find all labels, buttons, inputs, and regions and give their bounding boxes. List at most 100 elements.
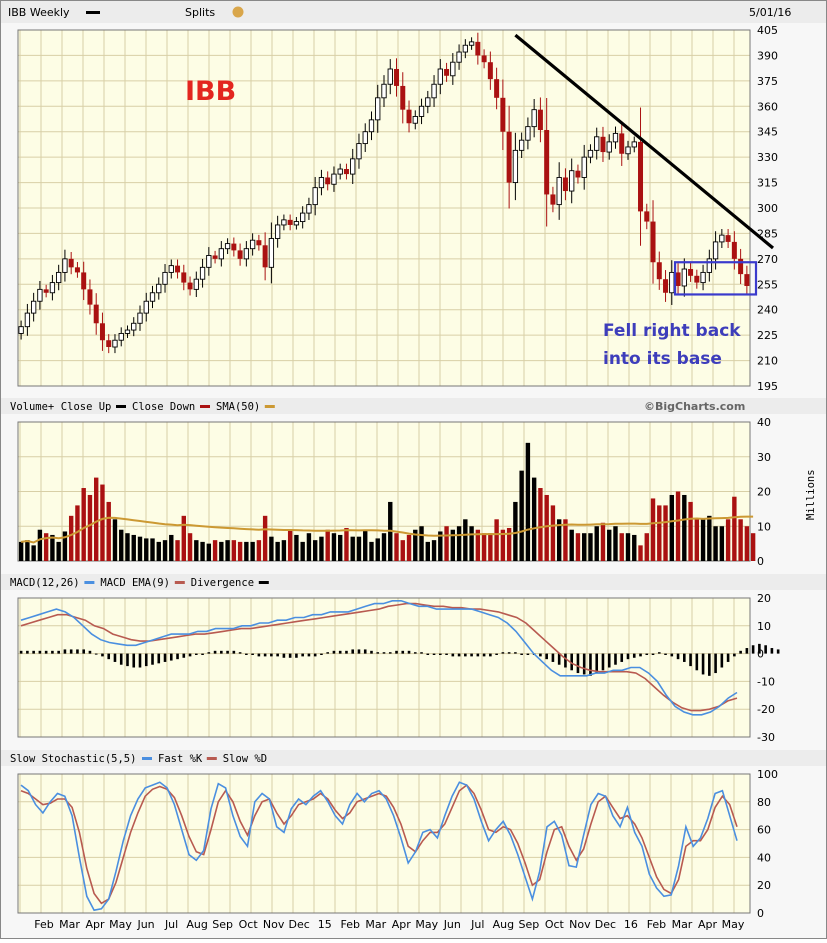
x-tick-label: Jun (443, 918, 461, 931)
volume-bar (481, 533, 487, 561)
note-line-1: Fell right back (603, 321, 741, 341)
header-splits: Splits (185, 6, 215, 19)
candle-body-up (462, 44, 468, 53)
macd-hist-bar (182, 653, 186, 658)
volume-legend-bar (1, 398, 826, 414)
volume-bar (657, 505, 662, 561)
macd-y-tick-label: 10 (757, 620, 771, 633)
stoch-y-tick-label: 80 (757, 796, 771, 809)
candle-body-up (556, 177, 562, 206)
macd-hist-bar (426, 653, 430, 655)
candle-body-up (137, 312, 143, 324)
macd-hist-bar (407, 650, 411, 654)
macd-hist-bar (119, 653, 123, 665)
volume-bar (556, 519, 562, 561)
volume-bar (212, 540, 218, 561)
macd-line (20, 599, 738, 716)
candle-body-down (487, 62, 493, 80)
candle-body-down (731, 241, 737, 259)
candle-body-up (24, 312, 31, 328)
candle-body-down (688, 269, 694, 276)
candle-body-up (143, 300, 149, 314)
candle-body-down (738, 258, 744, 275)
candle-body-down (675, 272, 681, 286)
candle-body-up (625, 146, 631, 155)
macd-hist-bar (57, 650, 60, 654)
candle-body-up (381, 83, 387, 99)
macd-hist-bar (19, 650, 23, 654)
candle-body-down (619, 133, 625, 154)
macd-hist-bar (657, 652, 661, 654)
stoch-y-tick-label: 100 (757, 768, 778, 781)
volume-bar (569, 529, 574, 561)
macd-hist-bar (701, 653, 705, 675)
macd-hist-bar (176, 653, 179, 660)
volume-bar (131, 534, 136, 561)
macd-hist-bar (632, 653, 636, 658)
candle-body-up (206, 255, 212, 268)
candle-body-up (518, 139, 525, 151)
candle-body-up (331, 173, 337, 185)
macd-hist-bar (138, 653, 142, 668)
x-tick-label: Mar (365, 918, 386, 931)
volume-bar (256, 540, 262, 561)
volume-bar (582, 533, 587, 561)
macd-hist-bar (639, 653, 642, 657)
volume-bar (663, 505, 668, 561)
volume-bars (18, 442, 756, 561)
macd-hist-bar (113, 653, 117, 662)
stoch-y-tick-label: 40 (757, 851, 771, 864)
candle-body-down (600, 136, 606, 153)
macd-hist-bar (382, 652, 386, 654)
candle-body-down (93, 304, 99, 324)
macd-hist-bar (388, 652, 392, 654)
macd-hist-bar (620, 653, 624, 662)
macd-hist-bar (220, 650, 223, 654)
volume-bar (494, 519, 499, 561)
volume-bar (469, 526, 474, 561)
macd-hist-bar (288, 653, 292, 658)
volume-sma-line (20, 515, 754, 544)
x-tick-label: Oct (545, 918, 565, 931)
vol-y-tick-label: 40 (757, 416, 771, 429)
volume-bar (694, 519, 700, 561)
volume-bar (237, 541, 243, 561)
x-tick-label: Feb (340, 918, 359, 931)
macd-hist-bar (758, 643, 761, 654)
candle-body-up (49, 282, 56, 294)
volume-bar (475, 529, 481, 561)
macd-y-tick-label: 20 (757, 592, 771, 605)
candle-body-down (175, 265, 181, 273)
macd-hist-bar (689, 653, 692, 667)
macd-hist-bar (720, 653, 724, 668)
ticker-label: IBB (185, 76, 236, 107)
candle-body-down (537, 109, 543, 131)
macd-hist-bar (601, 653, 605, 671)
stoch-slow-d-line (20, 784, 738, 905)
volume-bar (68, 515, 74, 561)
volume-legend-swatch (200, 405, 210, 408)
stoch-legend-swatch (142, 757, 152, 760)
stoch-y-tick-label: 0 (757, 907, 764, 920)
macd-hist-bar (582, 653, 586, 675)
macd-legend-text: Divergence (191, 577, 254, 589)
macd-hist-bar (476, 653, 480, 657)
candle-body-up (162, 271, 168, 285)
macd-hist-bar (232, 650, 236, 654)
volume-bar (100, 484, 105, 561)
candle-body-up (525, 126, 531, 141)
candle-body-up (118, 332, 124, 341)
stoch-legend-text: Fast %K (158, 753, 203, 765)
candle-body-up (356, 143, 362, 160)
volume-bar (169, 534, 174, 561)
candle-body-down (444, 68, 450, 76)
macd-hist-bar (676, 653, 680, 660)
volume-bar (187, 533, 193, 561)
volume-bar (563, 519, 568, 561)
x-tick-label: Apr (698, 918, 718, 931)
macd-hist-bar (282, 653, 286, 658)
volume-bar (607, 529, 612, 561)
x-tick-label: Nov (569, 918, 591, 931)
volume-bar (707, 515, 712, 561)
